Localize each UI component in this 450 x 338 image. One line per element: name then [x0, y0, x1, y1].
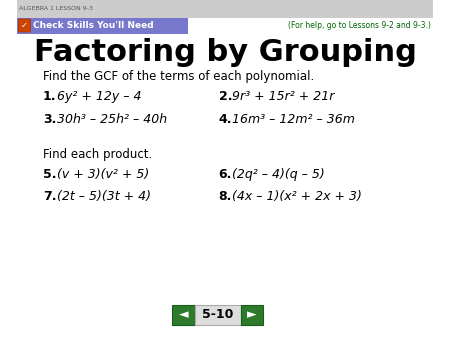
FancyBboxPatch shape [17, 0, 433, 18]
Text: (4x – 1)(x² + 2x + 3): (4x – 1)(x² + 2x + 3) [232, 190, 362, 203]
Text: ✓: ✓ [21, 21, 28, 30]
Text: Check Skills You'll Need: Check Skills You'll Need [33, 22, 153, 30]
Text: 16m³ – 12m² – 36m: 16m³ – 12m² – 36m [232, 113, 355, 126]
Text: (v + 3)(v² + 5): (v + 3)(v² + 5) [57, 168, 149, 181]
Text: 6.: 6. [219, 168, 232, 181]
Text: ◄: ◄ [179, 309, 188, 321]
Text: 5-10: 5-10 [202, 309, 233, 321]
Text: 7.: 7. [43, 190, 56, 203]
Text: 4.: 4. [219, 113, 232, 126]
FancyBboxPatch shape [172, 305, 194, 325]
Text: 8.: 8. [219, 190, 232, 203]
Text: (2t – 5)(3t + 4): (2t – 5)(3t + 4) [57, 190, 151, 203]
FancyBboxPatch shape [194, 305, 241, 325]
Text: ALGEBRA 1 LESSON 9-3: ALGEBRA 1 LESSON 9-3 [19, 6, 93, 11]
Text: 1.: 1. [43, 90, 56, 103]
Text: 3.: 3. [43, 113, 56, 126]
Text: 9r³ + 15r² + 21r: 9r³ + 15r² + 21r [232, 90, 335, 103]
FancyBboxPatch shape [241, 305, 263, 325]
Text: ►: ► [247, 309, 256, 321]
Text: (For help, go to Lessons 9-2 and 9-3.): (For help, go to Lessons 9-2 and 9-3.) [288, 22, 431, 30]
Text: Find the GCF of the terms of each polynomial.: Find the GCF of the terms of each polyno… [43, 70, 314, 83]
Text: 2.: 2. [219, 90, 232, 103]
Text: 6y² + 12y – 4: 6y² + 12y – 4 [57, 90, 141, 103]
Text: Factoring by Grouping: Factoring by Grouping [34, 38, 416, 67]
FancyBboxPatch shape [17, 18, 188, 34]
Text: (2q² – 4)(q – 5): (2q² – 4)(q – 5) [232, 168, 325, 181]
Text: 5.: 5. [43, 168, 56, 181]
Text: 30h³ – 25h² – 40h: 30h³ – 25h² – 40h [57, 113, 167, 126]
Text: Find each product.: Find each product. [43, 148, 152, 161]
FancyBboxPatch shape [18, 19, 31, 32]
